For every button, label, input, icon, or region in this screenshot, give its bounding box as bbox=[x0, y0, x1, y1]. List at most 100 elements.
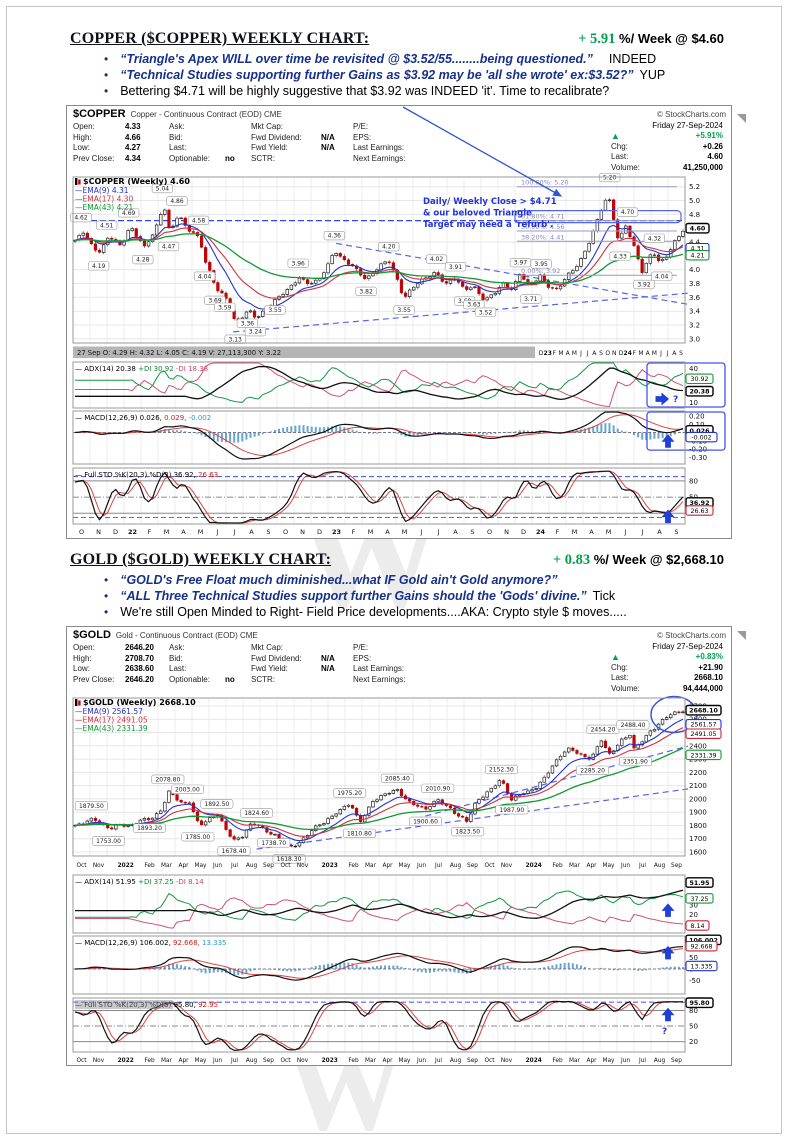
svg-text:O: O bbox=[487, 528, 492, 536]
chart-description: Copper - Continuous Contract (EOD) CME bbox=[130, 110, 282, 119]
trendline bbox=[233, 292, 689, 333]
volume-value: 41,250,000 bbox=[682, 162, 723, 172]
svg-text:— ADX(14) 51.95 +DI 37.25 -DI: — ADX(14) 51.95 +DI 37.25 -DI 8.14 bbox=[75, 878, 204, 886]
svg-text:Oct: Oct bbox=[76, 1058, 87, 1064]
svg-text:Sep: Sep bbox=[263, 863, 274, 869]
quote-row: Open: 4.33 Ask: Mkt Cap: P/E: bbox=[73, 122, 369, 131]
ema-9-line bbox=[74, 223, 684, 310]
price-label: 1785.00 bbox=[185, 834, 210, 841]
svg-text:Apr: Apr bbox=[178, 1058, 189, 1064]
price-label: 3.36 bbox=[241, 320, 255, 327]
svg-text:-0.30: -0.30 bbox=[689, 454, 707, 462]
quote-panel: Open: 4.33 Ask: Mkt Cap: P/E: High: 4.66 Bid: Fw… bbox=[67, 120, 731, 173]
price-label: 2152.30 bbox=[489, 767, 514, 774]
svg-text:A: A bbox=[453, 528, 458, 536]
svg-text:Oct: Oct bbox=[76, 863, 87, 869]
svg-text:4.0: 4.0 bbox=[689, 266, 700, 274]
bullet-text: We're still Open Minded to Right- Field … bbox=[120, 605, 627, 619]
svg-text:M: M bbox=[164, 528, 170, 536]
sto-d-line bbox=[74, 1000, 683, 1051]
quote-row: High: 4.66 Bid: Fwd Dividend: N/A EPS: bbox=[73, 132, 372, 142]
price-label: 4.70 bbox=[621, 209, 635, 216]
bullet-quote: “Triangle's Apex WILL over time be revis… bbox=[120, 52, 593, 66]
ema-43-line bbox=[74, 747, 684, 831]
svg-text:O: O bbox=[79, 528, 84, 536]
overlay-smudge bbox=[75, 1000, 173, 1009]
copper-chart-plot: 5.2 5.0 4.8 4.4 4.0 3.8 3.6 3.4 3.2 3.0 100.00%: 5… bbox=[67, 173, 731, 538]
svg-text:F: F bbox=[148, 528, 152, 536]
svg-text:Jul: Jul bbox=[434, 1058, 442, 1064]
svg-text:23: 23 bbox=[544, 350, 552, 357]
svg-text:4.60: 4.60 bbox=[690, 226, 706, 233]
svg-text:F: F bbox=[553, 350, 557, 357]
svg-text:23: 23 bbox=[332, 528, 341, 536]
legend-ema: —EMA(17) 4.30 bbox=[75, 195, 134, 204]
chg-value: +0.26 bbox=[702, 141, 723, 151]
svg-text:A: A bbox=[566, 350, 571, 357]
legend-ema: —EMA(9) 4.31 bbox=[75, 186, 129, 195]
bullet-tail: YUP bbox=[639, 68, 666, 82]
svg-text:Mar: Mar bbox=[161, 863, 173, 869]
price-label: 3.82 bbox=[359, 289, 373, 296]
svg-text:?: ? bbox=[662, 1027, 667, 1037]
price-label: 4.04 bbox=[655, 273, 669, 280]
macd-line bbox=[74, 411, 684, 460]
svg-text:10: 10 bbox=[689, 399, 698, 407]
svg-text:Feb: Feb bbox=[348, 863, 359, 869]
chart-annotation: Target may need a 'refurb'. bbox=[423, 220, 553, 230]
price-label: 3.92 bbox=[637, 282, 651, 289]
svg-text:4.8: 4.8 bbox=[689, 211, 700, 219]
svg-text:J: J bbox=[437, 528, 440, 536]
copper-section-title: COPPER ($COPPER) WEEKLY CHART: bbox=[70, 30, 370, 47]
svg-text:3.2: 3.2 bbox=[689, 322, 700, 330]
svg-text:106.002: 106.002 bbox=[689, 937, 718, 944]
svg-text:4.4: 4.4 bbox=[689, 239, 701, 247]
svg-text:— Full STO %K(20,3) %D(3) 36.9: — Full STO %K(20,3) %D(3) 36.92, 26.63 bbox=[75, 471, 218, 479]
svg-text:Sep: Sep bbox=[671, 863, 682, 869]
svg-text:Feb: Feb bbox=[348, 1058, 359, 1064]
quote-right-block: Friday 27-Sep-2024 ▲ +0.83% Chg: +21.90 La… bbox=[611, 642, 723, 693]
fib-label: 100.00%: 5.20 bbox=[521, 179, 569, 187]
copper-stockchart: $COPPER Copper - Continuous Contract (EO… bbox=[66, 105, 732, 539]
blue-highlight-box bbox=[646, 411, 726, 451]
fib-label: 38.20%: 4.41 bbox=[521, 233, 565, 241]
svg-text:2331.39: 2331.39 bbox=[690, 752, 716, 759]
blue-up-arrow-icon bbox=[661, 903, 675, 917]
svg-text:2000: 2000 bbox=[689, 795, 707, 803]
gold-chart-plot: 2700260025002400230022002100200019001800… bbox=[67, 694, 731, 1065]
svg-text:J: J bbox=[659, 350, 662, 357]
sto-k-line bbox=[74, 470, 684, 524]
svg-text:A: A bbox=[646, 350, 651, 357]
svg-text:2561.57: 2561.57 bbox=[690, 722, 716, 729]
svg-text:M: M bbox=[572, 350, 577, 357]
blue-up-arrow-icon bbox=[661, 945, 675, 960]
price-label: 4.86 bbox=[170, 198, 184, 205]
svg-text:J: J bbox=[666, 350, 669, 357]
chart-description: Gold - Continuous Contract (EOD) CME bbox=[115, 631, 258, 640]
price-label: 2085.40 bbox=[385, 776, 410, 783]
price-label: 2454.20 bbox=[591, 727, 616, 734]
price-label: 4.62 bbox=[74, 215, 88, 222]
svg-text:M: M bbox=[606, 528, 612, 536]
svg-text:A: A bbox=[672, 350, 677, 357]
svg-text:2022: 2022 bbox=[118, 1058, 134, 1064]
bullet-quote: “GOLD's Free Float much diminished...wha… bbox=[120, 573, 558, 587]
svg-text:1800: 1800 bbox=[689, 822, 707, 830]
price-label: 2003.00 bbox=[175, 786, 200, 793]
svg-text:Jul: Jul bbox=[230, 1058, 238, 1064]
copper-week-change: + 5.91 %/ Week @ $4.60 bbox=[578, 31, 724, 48]
svg-text:37.25: 37.25 bbox=[690, 896, 708, 903]
up-triangle-icon: ▲ bbox=[611, 652, 620, 663]
svg-text:20: 20 bbox=[689, 1038, 698, 1046]
chart-header: $GOLD Gold - Continuous Contract (EOD) C… bbox=[67, 627, 731, 641]
svg-text:F: F bbox=[352, 528, 356, 536]
price-label: 4.36 bbox=[328, 233, 342, 240]
svg-text:Nov: Nov bbox=[93, 863, 105, 869]
bullet-item: We're still Open Minded to Right- Field … bbox=[104, 604, 788, 620]
blue-up-arrow-icon bbox=[661, 434, 675, 448]
price-label: 4.02 bbox=[430, 256, 444, 263]
quote-row: Prev Close: 4.34 Optionable: no SCTR: Next Ea… bbox=[73, 153, 406, 163]
svg-text:2024: 2024 bbox=[526, 863, 542, 869]
svg-text:2200: 2200 bbox=[689, 769, 707, 777]
